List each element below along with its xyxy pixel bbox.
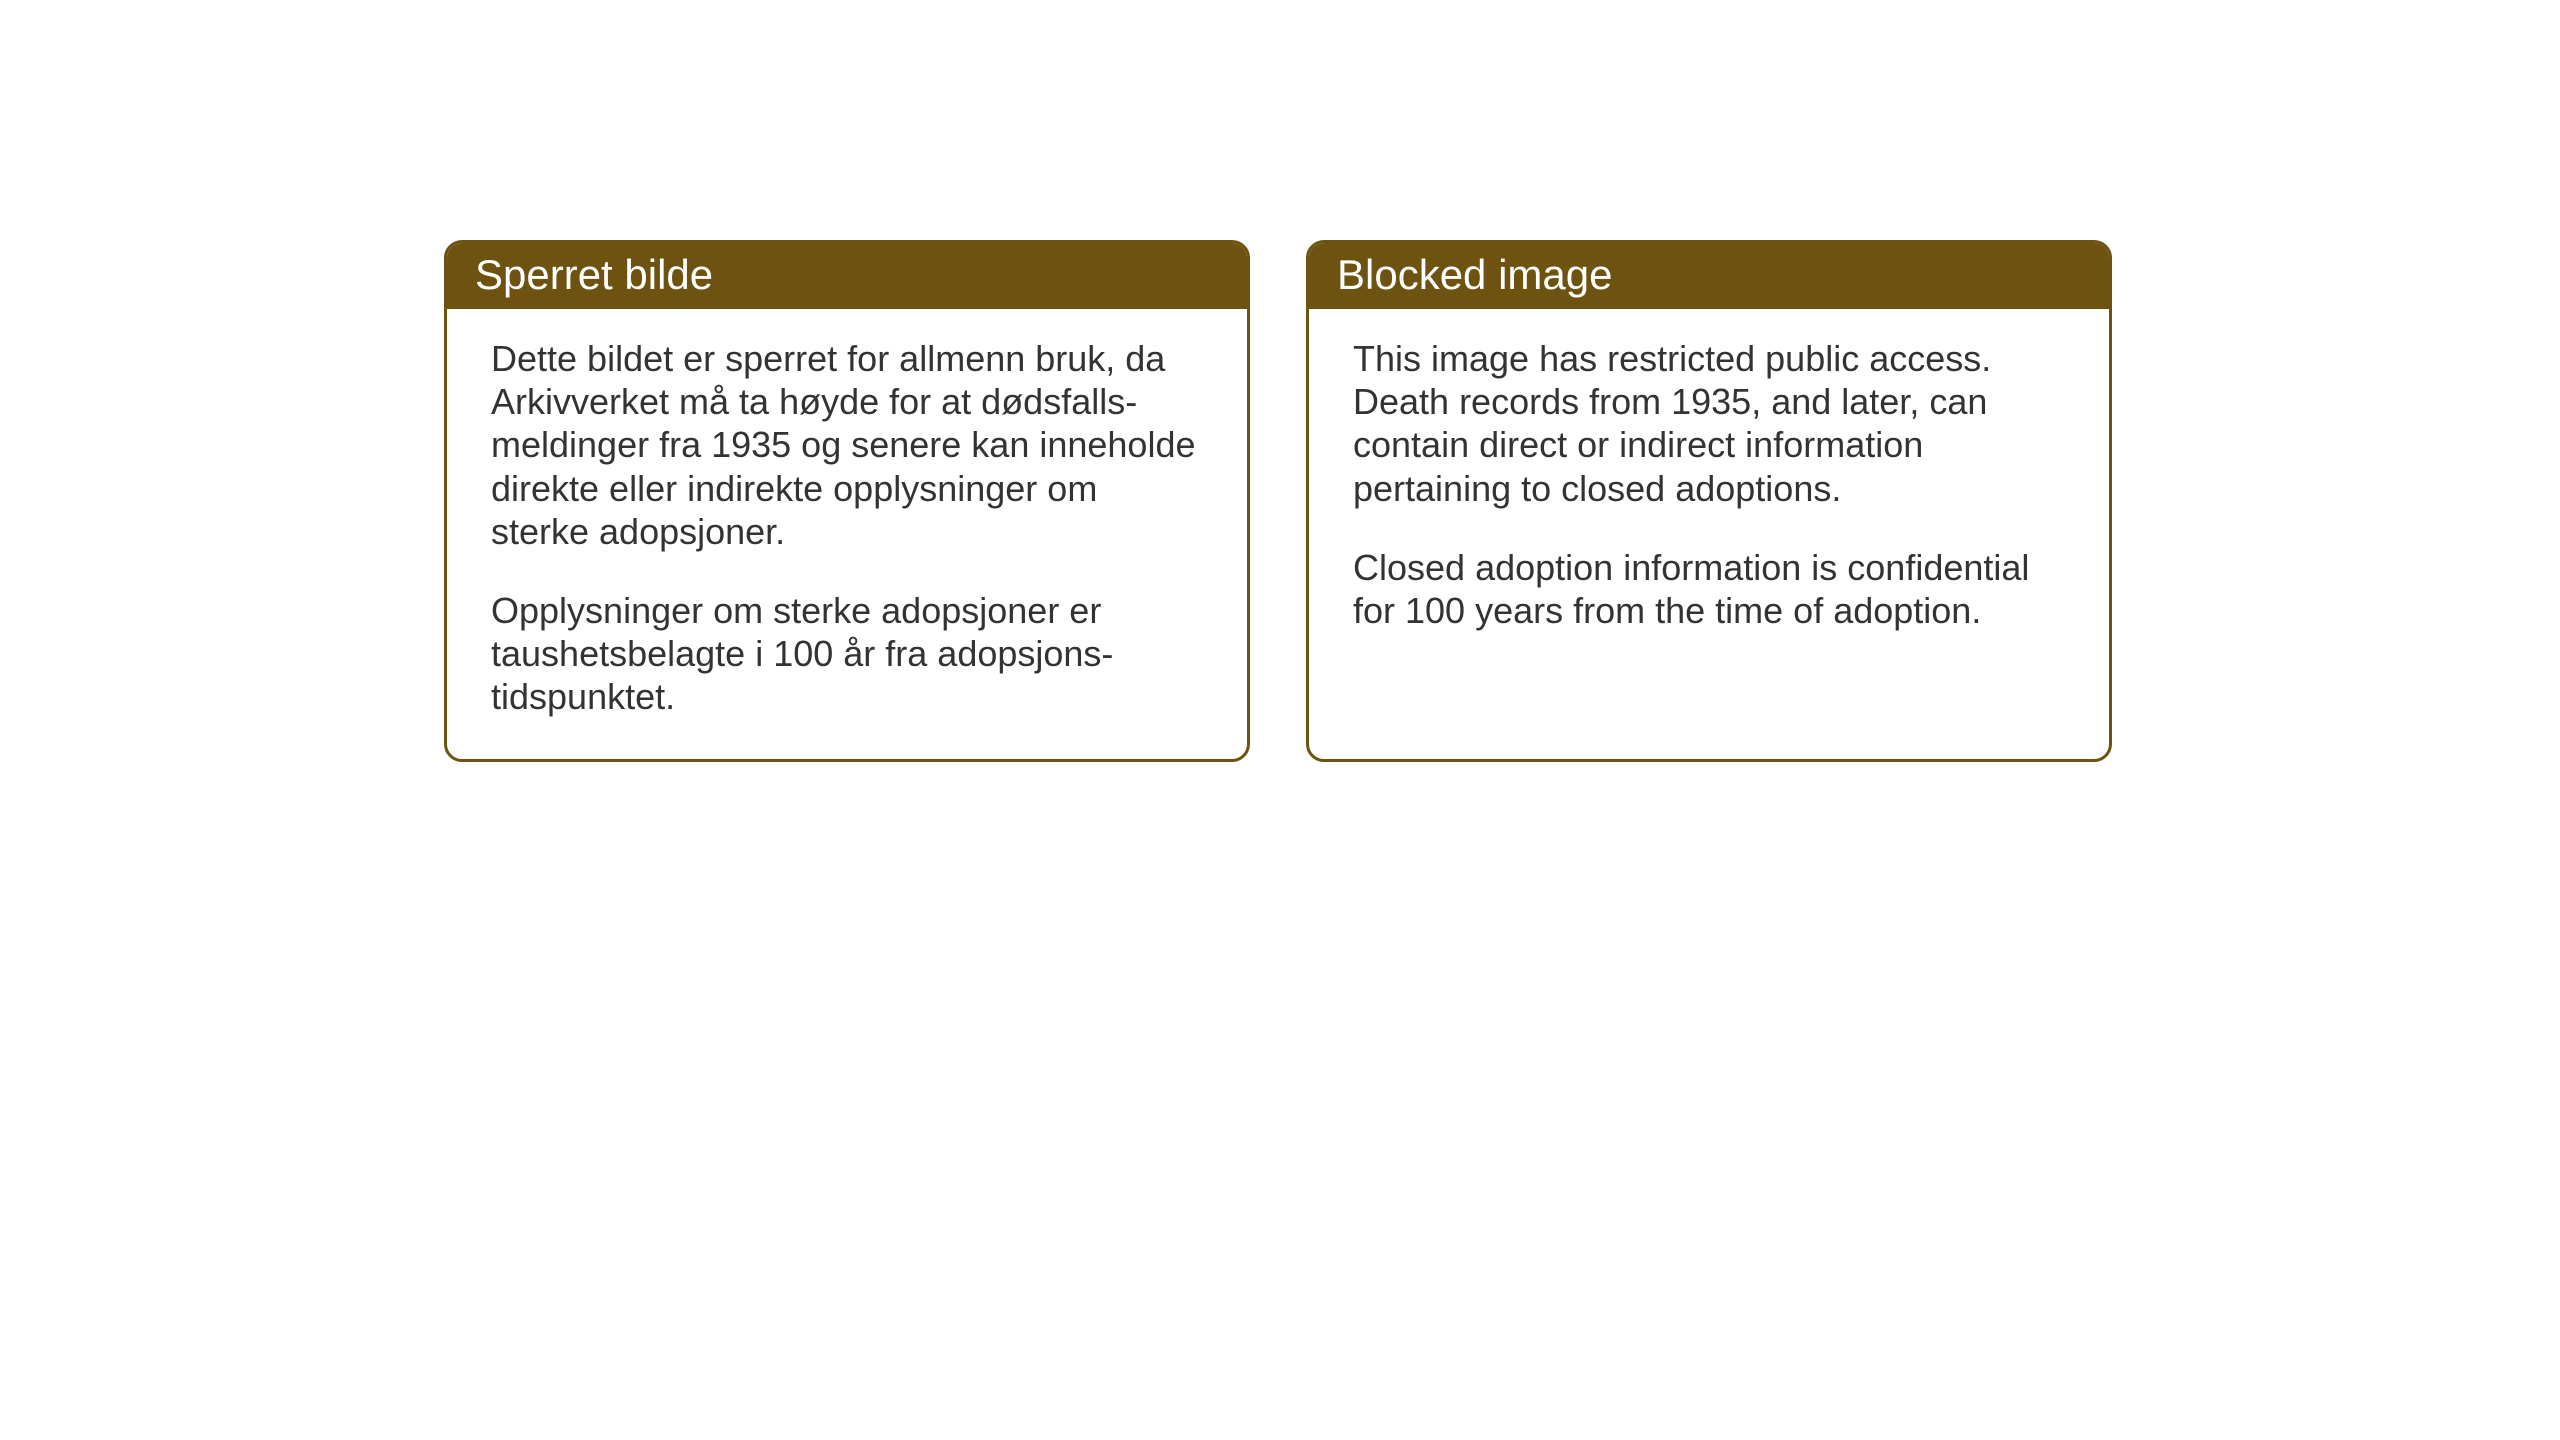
english-notice-card: Blocked image This image has restricted … — [1306, 240, 2112, 762]
norwegian-paragraph-2: Opplysninger om sterke adopsjoner er tau… — [491, 589, 1203, 719]
norwegian-paragraph-1: Dette bildet er sperret for allmenn bruk… — [491, 337, 1203, 553]
english-card-body: This image has restricted public access.… — [1309, 309, 2109, 739]
english-card-title: Blocked image — [1309, 243, 2109, 309]
norwegian-card-body: Dette bildet er sperret for allmenn bruk… — [447, 309, 1247, 759]
norwegian-card-title: Sperret bilde — [447, 243, 1247, 309]
english-paragraph-1: This image has restricted public access.… — [1353, 337, 2065, 510]
notice-container: Sperret bilde Dette bildet er sperret fo… — [444, 240, 2112, 762]
norwegian-notice-card: Sperret bilde Dette bildet er sperret fo… — [444, 240, 1250, 762]
english-paragraph-2: Closed adoption information is confident… — [1353, 546, 2065, 632]
